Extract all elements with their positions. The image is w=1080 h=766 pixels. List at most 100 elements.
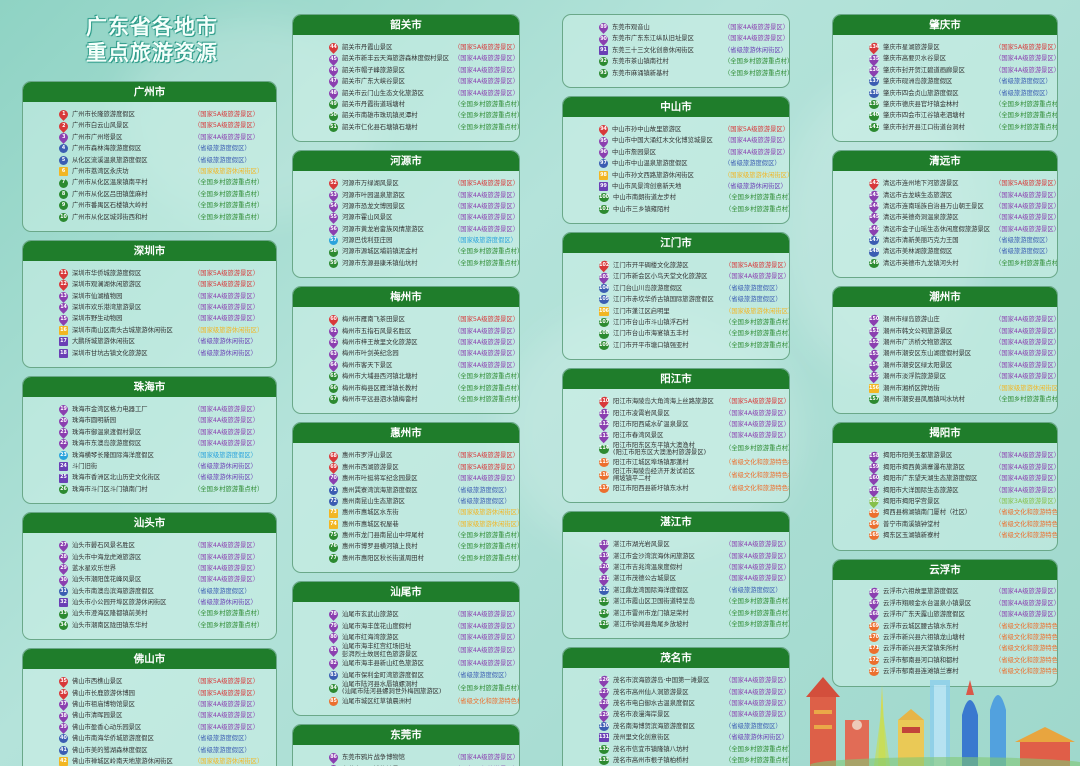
- attraction-category: （国家4A级旅游景区）: [194, 406, 259, 414]
- attraction-category: （全国乡村旅游重点村）: [194, 485, 264, 493]
- attraction-category: （国家4A级旅游景区）: [194, 701, 259, 709]
- list-item: 111 阳江市凌霄岩风景区 （国家4A级旅游景区）: [563, 406, 789, 421]
- attraction-category: （国家4A级旅游景区）: [995, 66, 1058, 74]
- number-marker-icon: 93: [599, 68, 608, 78]
- attraction-category: （国家4A级旅游景区）: [454, 660, 519, 668]
- number-marker-icon: 95: [597, 134, 610, 148]
- list-item: 157 潮州市潮安县凤凰镇叫水坑村 （全国乡村旅游重点村）: [833, 394, 1057, 405]
- attraction-name: 肇庆市高要贝水谷景区: [883, 55, 946, 63]
- attraction-name: 河源市恐龙文博园景区: [342, 202, 405, 210]
- number-marker-icon: 92: [599, 57, 608, 67]
- number-marker-icon: 99: [599, 182, 608, 192]
- city-card-title: 中山市: [563, 96, 789, 117]
- list-item: 55 河源市霍山风景区 （国家4A级旅游景区）: [293, 211, 519, 225]
- attraction-category: （国家4A级旅游景区）: [454, 191, 519, 199]
- number-marker-icon: 61: [327, 324, 340, 338]
- attraction-name: 韶关市南雄市珠玑镇灵潭村: [342, 112, 418, 120]
- attraction-category: （国家5A级旅游景区）: [454, 316, 519, 324]
- list-item: 126 茂名市滨海旅游岛·中国第一滩景区 （国家4A级旅游景区）: [563, 674, 789, 688]
- attraction-name: 汕头市小公园开埠区旅游休闲街区: [72, 599, 167, 607]
- list-item: 5 从化区流溪温泉旅游度假区 （省级旅游度假区）: [23, 155, 276, 166]
- number-marker-icon: 108: [599, 329, 610, 339]
- city-card-title: 佛山市: [23, 649, 276, 670]
- attraction-name: 珠海市东澳岛旅游度假区: [72, 440, 142, 448]
- attraction-name: 珠海市香洲区北山历史文化街区: [72, 474, 161, 482]
- attraction-name: 梅州市雁南飞茶田景区: [342, 316, 405, 324]
- list-item: 77 惠州市惠阳区秋长街道周田村 （全国乡村旅游重点村）: [293, 553, 519, 564]
- attraction-category: （省级文化和旅游特色村）: [995, 634, 1058, 642]
- number-marker-icon: 106: [599, 306, 610, 316]
- number-marker-icon: 81: [327, 644, 340, 658]
- attraction-category: （省级旅游休闲街区）: [194, 599, 257, 607]
- attraction-name: 汕头市潮阳莲花峰风景区: [72, 576, 142, 584]
- attraction-name: 东莞市鸦片战争博物馆: [342, 754, 405, 762]
- attraction-name: 清远市清新美丽巧克力王国: [883, 237, 959, 245]
- attraction-name: 阳江市海陵岛经济开发试验区 闸坡镇平二村: [613, 467, 695, 483]
- list-item: 155 潮州市淡浮院旅游景区 （国家4A级旅游景区）: [833, 370, 1057, 384]
- attraction-name: 蓝水星欢乐世界: [72, 564, 117, 572]
- number-marker-icon: 118: [597, 538, 611, 552]
- list-item: 168 云浮市广东天露山旅游度假区 （国家4A级旅游景区）: [833, 608, 1057, 622]
- city-card: 江门市 102 江门市开平碉楼文化旅游区 （国家5A级旅游景区） 103 江门市新会区小鸟…: [562, 232, 790, 361]
- list-item: 65 梅州市大埔县西河镇北塘村 （全国乡村旅游重点村）: [293, 371, 519, 382]
- number-marker-icon: 158: [867, 449, 881, 463]
- list-item: 96 中山市詹园景区 （国家4A级旅游景区）: [563, 146, 789, 159]
- attraction-category: （省级文化和旅游特色村）: [454, 697, 519, 705]
- number-marker-icon: 53: [327, 188, 340, 202]
- attraction-name: 河源市叶园温泉旅游区: [342, 191, 405, 199]
- list-item: 144 清远市连南瑶族自治县万山朝王景区 （国家4A级旅游景区）: [833, 199, 1057, 214]
- attraction-category: （国家3A级旅游景区）: [995, 497, 1058, 505]
- number-marker-icon: 124: [599, 608, 610, 618]
- list-item: 15 深圳市野生动物园 （国家4A级旅游景区）: [23, 312, 276, 326]
- list-item: 107 江门市台山市斗山镇浮石村 （全国乡村旅游重点村）: [563, 317, 789, 328]
- attraction-category: （省级旅游休闲街区）: [724, 46, 787, 54]
- number-marker-icon: 32: [59, 598, 68, 608]
- attraction-name: 中山市中山温泉旅游度假区: [612, 160, 688, 168]
- attraction-category: （国家4A级旅游景区）: [995, 339, 1058, 347]
- list-item: 102 江门市开平碉楼文化旅游区 （国家5A级旅游景区）: [563, 259, 789, 273]
- title-line-1: 广东省各地市: [86, 15, 218, 39]
- attraction-category: （省级旅游度假区）: [194, 735, 251, 743]
- attraction-name: 汕头市潮南区陇田镇东华村: [72, 621, 148, 629]
- attraction-name: 梅州市五指石风景名胜区: [342, 327, 412, 335]
- number-marker-icon: 75: [329, 531, 338, 541]
- number-marker-icon: 33: [59, 609, 68, 619]
- list-item: 21 珠海市御温泉渡假村景区 （国家4A级旅游景区）: [23, 426, 276, 439]
- list-item: 41 佛山市美的鹭湖森林度假区 （省级旅游度假区）: [23, 745, 276, 756]
- number-marker-icon: 22: [57, 437, 70, 451]
- city-card: 珠海市 19 珠海市金湾区格力电器工厂 （国家4A级旅游景区） 20 珠海市圆明新园 （国家…: [22, 376, 277, 505]
- list-item: 7 广州市从化区温泉镇南平村 （全国乡村旅游重点村）: [23, 177, 276, 188]
- list-item: 113 阳江市春湾风景区 （国家4A级旅游景区）: [563, 429, 789, 443]
- city-card: 潮州市 150 潮州市绿岛旅游山庄 （国家4A级旅游景区） 151 潮州市韩文公祠旅游景区…: [832, 286, 1058, 415]
- city-card: 惠州市 68 惠州市罗浮山景区 （国家5A级旅游景区） 69 惠州市西湖旅游景区 （国家5A…: [292, 422, 520, 574]
- number-marker-icon: 134: [867, 40, 881, 55]
- attraction-name: 潮州市潮安区绿太阳景区: [883, 361, 953, 369]
- attraction-name: 佛山市禅城区岭南天地旅游休闲街区: [72, 758, 173, 765]
- number-marker-icon: 150: [867, 313, 881, 327]
- city-card: 汕头市 27 汕头市礐石风景名胜区 （国家4A级旅游景区） 28 汕头市中海龙虎滩旅游区 （…: [22, 512, 277, 641]
- list-item: 53 河源市叶园温泉旅游区 （国家4A级旅游景区）: [293, 188, 519, 202]
- attraction-category: （国家4A级旅游景区）: [725, 420, 790, 428]
- number-marker-icon: 9: [59, 201, 68, 211]
- attraction-category: （国家4A级旅游景区）: [725, 700, 790, 708]
- number-marker-icon: 49: [329, 100, 338, 110]
- list-item: 27 汕头市礐石风景名胜区 （国家4A级旅游景区）: [23, 539, 276, 553]
- attraction-category: （国家4A级旅游景区）: [454, 622, 519, 630]
- number-marker-icon: 100: [599, 193, 610, 203]
- number-marker-icon: 57: [329, 236, 338, 246]
- list-item: 114 阳江市阳东区东平镇大澳渔村 (阳江市阳东区大澳渔村旅游景区) （全国乡村旅游…: [563, 442, 789, 457]
- attraction-category: （国家4A级旅游景区）: [995, 452, 1058, 460]
- number-marker-icon: 45: [327, 52, 340, 66]
- number-marker-icon: 42: [59, 757, 68, 766]
- list-item: 91 东莞三十三文化创意休闲街区 （省级旅游休闲街区）: [563, 45, 789, 56]
- attraction-category: （国家5A级旅游景区）: [194, 269, 259, 277]
- attraction-name: 肇庆市四会贞山旅游度假区: [883, 89, 959, 97]
- number-marker-icon: 109: [599, 341, 610, 350]
- number-marker-icon: 19: [57, 403, 70, 417]
- attraction-name: 茂名南海博贺滨海旅游度假区: [613, 722, 695, 730]
- attraction-name: 揭东区玉湖镇新寮村: [883, 532, 940, 540]
- attraction-name: 广州市荔湾区永庆坊: [72, 167, 129, 175]
- attraction-name: 清远市美林湖旅游度假区: [883, 248, 953, 256]
- attraction-category: （国家4A级旅游景区）: [995, 55, 1058, 63]
- list-item: 49 韶关市丹霞街道瑶塘村 （全国乡村旅游重点村）: [293, 99, 519, 110]
